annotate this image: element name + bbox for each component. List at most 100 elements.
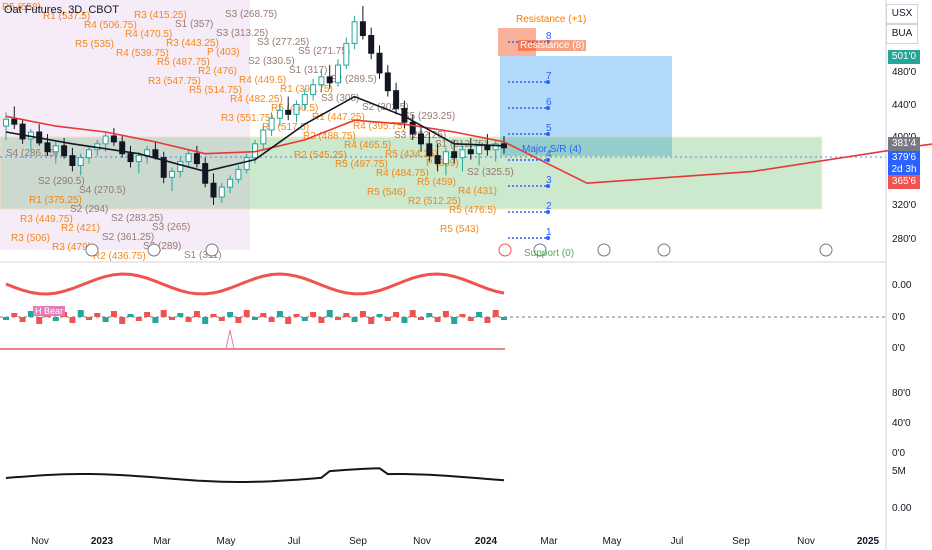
candle-body <box>235 168 242 180</box>
histogram-bar <box>27 311 34 317</box>
ma-red-line <box>5 115 932 185</box>
price-tick-label: 280'0 <box>892 234 917 245</box>
currency-bua[interactable]: BUA <box>886 24 918 44</box>
time-tick-label: 2024 <box>475 536 498 547</box>
resistance-8-label: Resistance (8) <box>518 40 587 51</box>
pivot-label: R4 (465.5) <box>344 140 391 151</box>
event-marker-icon <box>657 243 671 257</box>
candle-body <box>326 76 333 84</box>
candle-body <box>152 149 159 159</box>
histogram-bar <box>127 314 134 317</box>
histogram-bar <box>501 317 507 320</box>
histogram-bar <box>218 317 225 321</box>
step-dot <box>546 132 550 136</box>
histogram-bar <box>476 312 483 317</box>
pivot-label: R5 (546) <box>367 187 406 198</box>
pivot-label: S5 (271.75) <box>298 46 350 57</box>
candle-body <box>127 153 134 163</box>
countdown-tag: 2d 3h <box>888 163 920 177</box>
ma-black-line <box>5 95 505 173</box>
candle-body <box>243 157 250 170</box>
pivot-label: S4 (270.5) <box>79 185 126 196</box>
histogram-bar <box>459 314 466 317</box>
price-tick-label: 480'0 <box>892 67 917 78</box>
major-sr-label: Major S/R (4) <box>522 144 582 155</box>
histogram-bar <box>434 317 441 322</box>
candle-body <box>44 142 51 153</box>
candle-body <box>110 135 117 143</box>
major-sr-zone <box>0 136 823 210</box>
pivot-label: R4 (470.5) <box>125 29 172 40</box>
pane-tick-label: 0.00 <box>892 503 912 514</box>
support-label: Support (0) <box>524 248 575 259</box>
histogram-bar <box>484 317 491 323</box>
step-dot <box>546 106 550 110</box>
histogram-bar <box>418 317 424 320</box>
candle-body <box>276 109 283 119</box>
pivot-label: R3 (449.75) <box>20 214 73 225</box>
pivot-label: R5 (558) <box>2 2 41 13</box>
pivot-label: R2 (512.25) <box>408 196 461 207</box>
pivot-label: S2 (289.5) <box>330 74 377 85</box>
pivot-label: S2 (330.5) <box>248 56 295 67</box>
step-dot <box>546 210 550 214</box>
time-tick-label: Nov <box>31 536 49 547</box>
pivot-label: R4 (482.25) <box>230 94 283 105</box>
currency-usx[interactable]: USX <box>886 4 918 24</box>
pivot-label: R4 (484.75) <box>376 168 429 179</box>
candle-body <box>268 117 275 131</box>
histogram-bar <box>102 317 109 322</box>
step-dot <box>546 80 550 84</box>
pivot-label: S4 (286.25) <box>6 148 58 159</box>
time-tick-label: Sep <box>349 536 367 547</box>
candle-body <box>177 161 184 172</box>
candle-body <box>301 94 308 105</box>
chart-title: Oat Futures, 3D, CBOT <box>4 4 119 16</box>
histogram-bar <box>94 313 101 317</box>
candle-body <box>442 151 449 165</box>
candle-body <box>69 155 76 167</box>
histogram-bar <box>359 311 366 317</box>
pivot-label: S2 (294) <box>70 204 108 215</box>
candle-body <box>310 84 317 96</box>
histogram-bar <box>368 317 375 324</box>
pane-tick-label: 5M <box>892 466 906 477</box>
pane-tick-label: 40'0 <box>892 418 911 429</box>
candle-body <box>376 52 383 74</box>
histogram-bar <box>451 317 458 324</box>
step-label: 5 <box>546 123 552 134</box>
histogram-bar <box>144 312 151 317</box>
histogram-bar <box>492 310 499 317</box>
pivot-label: R2 (488.75) <box>303 131 356 142</box>
histogram-bar <box>77 310 84 317</box>
pivot-label: S2 (290.5) <box>38 176 85 187</box>
histogram-bar <box>243 310 250 317</box>
pivot-label: R2 (436.75) <box>93 251 146 262</box>
oscillator-line <box>5 272 505 296</box>
histogram-bar <box>335 317 341 320</box>
pivot-label: R1 (447.25) <box>312 112 365 123</box>
price-tag-365: 365'6 <box>888 175 920 189</box>
candle-body <box>426 143 433 157</box>
indicator-panes <box>0 272 886 483</box>
histogram-bar <box>326 310 333 317</box>
price-tag-381: 381'4 <box>888 137 920 151</box>
histogram-bar <box>69 317 76 323</box>
pivot-label: R5 (476.5) <box>449 205 496 216</box>
time-tick-label: May <box>217 536 236 547</box>
step-label: 8 <box>546 31 552 42</box>
step-label: 3 <box>546 175 552 186</box>
pivot-label: S1 (357) <box>175 19 213 30</box>
pivot-label: R4 (517.5) <box>262 122 309 133</box>
candle-body <box>260 129 267 145</box>
pivot-label: S1 (311) <box>184 250 222 261</box>
candle-body <box>202 163 209 184</box>
candle-body <box>484 145 491 151</box>
price-axis: 480'0440'0400'0360'0320'0280'00.000'00'0… <box>892 67 917 514</box>
candle-body <box>384 72 391 92</box>
pivot-label: S3 (265) <box>152 222 190 233</box>
pane-tick-label: 0'0 <box>892 312 905 323</box>
event-marker-icon <box>85 243 99 257</box>
pivot-label: P (389) <box>426 158 459 169</box>
